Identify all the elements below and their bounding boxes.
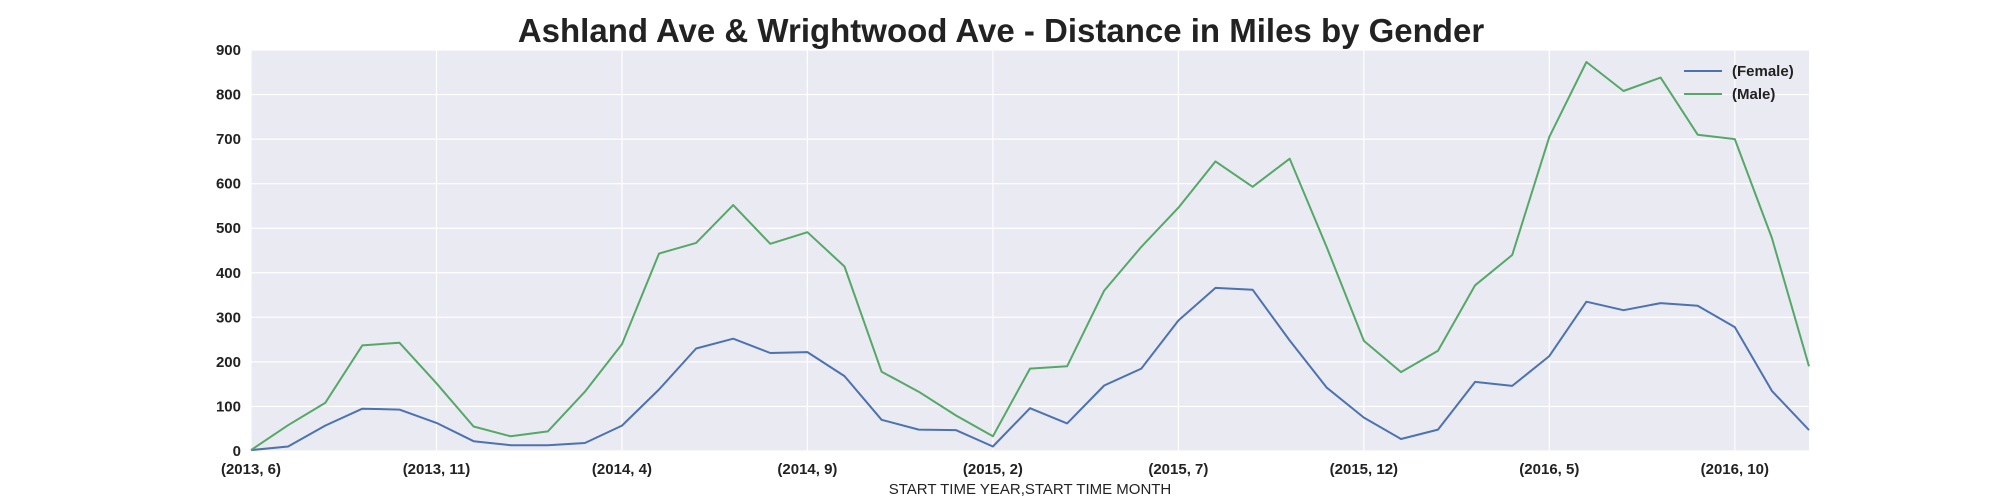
x-tick-label: (2016, 10)	[1701, 461, 1769, 478]
x-tick-label: (2015, 7)	[1148, 461, 1208, 478]
gridlines	[250, 49, 1809, 452]
x-tick-label: (2013, 6)	[221, 461, 281, 478]
y-tick-label: 600	[216, 176, 241, 193]
legend: (Female) (Male)	[1684, 63, 1794, 103]
legend-label: (Male)	[1732, 86, 1775, 103]
series-line-1	[250, 61, 1810, 451]
series-lines	[250, 61, 1810, 452]
y-axis-ticks: 0 100 200 300 400 500 600 700 800 900	[216, 42, 241, 460]
x-tick-label: (2014, 9)	[777, 461, 837, 478]
chart-title: Ashland Ave & Wrightwood Ave - Distance …	[518, 12, 1484, 49]
x-tick-label: (2013, 11)	[403, 461, 471, 478]
x-axis-ticks: (2013, 6) (2013, 11) (2014, 4) (2014, 9) (20…	[221, 461, 1769, 478]
y-tick-label: 900	[216, 42, 241, 59]
x-axis-label: START TIME YEAR,START TIME MONTH	[889, 481, 1172, 498]
y-tick-label: 200	[216, 354, 241, 371]
plot-area	[251, 50, 1809, 451]
y-tick-label: 800	[216, 87, 241, 104]
x-tick-label: (2015, 2)	[963, 461, 1023, 478]
legend-label: (Female)	[1732, 63, 1794, 80]
series-line-0	[250, 286, 1810, 452]
y-tick-label: 0	[233, 443, 241, 460]
x-tick-label: (2016, 5)	[1519, 461, 1579, 478]
y-tick-label: 300	[216, 309, 241, 326]
x-tick-label: (2014, 4)	[592, 461, 652, 478]
y-tick-label: 500	[216, 220, 241, 237]
x-tick-label: (2015, 12)	[1330, 461, 1398, 478]
y-tick-label: 400	[216, 265, 241, 282]
y-tick-label: 100	[216, 398, 241, 415]
y-tick-label: 700	[216, 131, 241, 148]
